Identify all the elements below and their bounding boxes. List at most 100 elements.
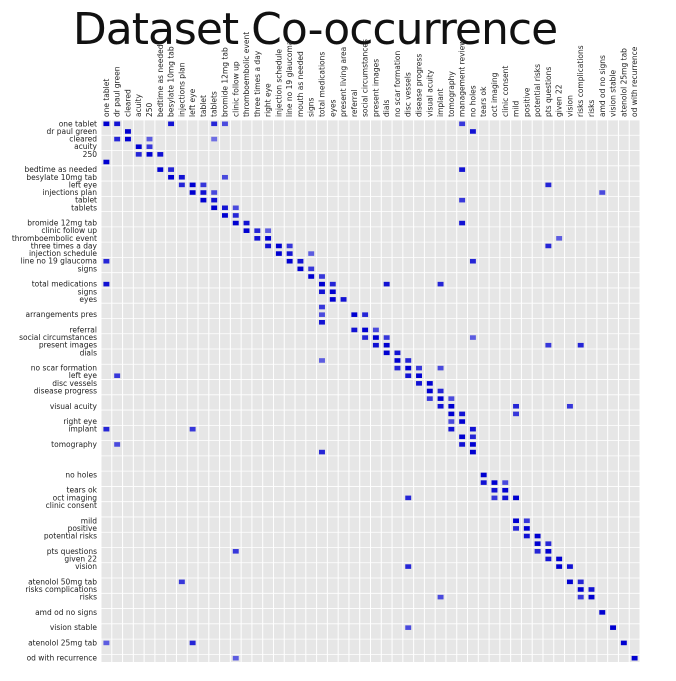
heatmap-cell <box>319 358 325 363</box>
row-label: atenolol 50mg tab <box>28 577 97 586</box>
heatmap-cell <box>556 556 563 562</box>
heatmap-cell <box>114 121 121 127</box>
heatmap-cell <box>448 419 455 424</box>
heatmap-cell <box>469 129 476 134</box>
heatmap-cell <box>103 281 110 287</box>
heatmap-cell <box>491 480 498 485</box>
heatmap-cell <box>469 442 476 447</box>
heatmap-cell <box>405 564 412 569</box>
heatmap-cell <box>513 411 519 417</box>
column-label: pts questions <box>544 67 553 117</box>
heatmap-cell <box>545 342 552 348</box>
heatmap-cell <box>168 167 175 172</box>
heatmap-cell <box>135 152 142 157</box>
row-label: eyes <box>79 295 97 304</box>
heatmap-cell <box>491 495 498 501</box>
row-label: risks complications <box>25 585 97 594</box>
heatmap-cell <box>534 533 541 539</box>
row-label: no scar formation <box>31 364 98 373</box>
heatmap-cell <box>566 579 573 585</box>
heatmap-cell <box>265 228 272 233</box>
heatmap-cell <box>286 251 293 256</box>
heatmap-cell <box>222 174 228 180</box>
heatmap-cell <box>577 579 584 585</box>
heatmap-cell <box>545 541 552 546</box>
heatmap-cell <box>103 640 110 646</box>
column-label: injections plan <box>177 62 186 117</box>
heatmap-cell <box>114 373 121 379</box>
row-label: signs <box>78 264 98 273</box>
row-label: mild <box>81 516 97 525</box>
heatmap-cell <box>372 335 379 340</box>
row-label: dials <box>80 348 98 357</box>
column-label: mild <box>512 101 521 117</box>
heatmap-cell <box>426 381 433 386</box>
heatmap-cell <box>211 121 218 127</box>
column-label: 250 <box>145 102 154 117</box>
heatmap-cell <box>297 266 304 272</box>
heatmap-cell <box>588 587 595 592</box>
heatmap-cell <box>200 197 207 203</box>
heatmap-cell <box>523 526 530 531</box>
heatmap-cell <box>135 144 142 150</box>
heatmap-cell <box>448 403 455 409</box>
row-label: atenolol 25mg tab <box>28 638 97 647</box>
heatmap-cell <box>329 281 336 287</box>
heatmap-cell <box>416 381 422 386</box>
heatmap-cell <box>437 403 444 409</box>
row-label: positive <box>68 524 98 533</box>
row-label: three times a day <box>31 241 98 250</box>
row-label: dr paul green <box>47 127 98 136</box>
column-label: risks complications <box>576 45 585 117</box>
row-label: cleared <box>69 135 97 144</box>
heatmap-cell <box>211 205 218 211</box>
heatmap-cell <box>362 327 369 333</box>
heatmap-cell <box>437 396 444 401</box>
heatmap-cell <box>556 564 563 569</box>
heatmap-cell <box>265 243 272 249</box>
heatmap-cell <box>157 152 164 157</box>
heatmap-cell <box>566 564 573 569</box>
heatmap-cell <box>211 190 218 195</box>
heatmap-cell <box>437 594 444 600</box>
heatmap-cell <box>588 594 595 600</box>
heatmap-cell <box>426 388 433 394</box>
row-label: besylate 10mg tab <box>26 173 97 182</box>
row-label: referral <box>69 325 97 334</box>
heatmap-cell <box>502 487 509 493</box>
heatmap-cell <box>437 281 444 287</box>
column-label: visual acuity <box>425 69 434 117</box>
heatmap-cell <box>513 495 519 501</box>
row-label: acuity <box>74 142 97 151</box>
row-label: thromboembolic event <box>12 234 97 243</box>
heatmap-cell <box>469 434 476 440</box>
heatmap-cell <box>545 243 552 249</box>
heatmap-cell <box>459 197 466 203</box>
heatmap-cell <box>599 610 606 615</box>
column-label: vision stable <box>609 69 618 117</box>
column-label: tablet <box>199 95 208 117</box>
column-label: management review <box>458 40 467 117</box>
heatmap-cell <box>351 327 358 333</box>
column-label: clinic follow up <box>231 61 240 117</box>
heatmap-cell <box>114 442 121 447</box>
heatmap-cell <box>308 251 315 256</box>
row-label: vision <box>75 562 97 571</box>
row-label: oct imaging <box>53 493 98 502</box>
heatmap-cell <box>405 495 412 501</box>
heatmap-cell <box>319 449 325 455</box>
heatmap-cell <box>480 480 487 485</box>
column-label: total medications <box>317 52 326 117</box>
heatmap-cell <box>340 297 347 302</box>
column-label: social circumstances <box>361 39 370 117</box>
heatmap-cell <box>254 236 261 241</box>
column-label: risks <box>587 100 596 117</box>
heatmap-cell <box>577 594 584 600</box>
heatmap-cell <box>566 403 573 409</box>
heatmap-cell <box>319 304 325 310</box>
heatmap-cell <box>362 312 369 317</box>
column-label: acuity <box>134 94 143 117</box>
heatmap-cell <box>405 625 412 630</box>
row-label: clinic consent <box>46 501 97 510</box>
heatmap-cell <box>275 251 282 256</box>
